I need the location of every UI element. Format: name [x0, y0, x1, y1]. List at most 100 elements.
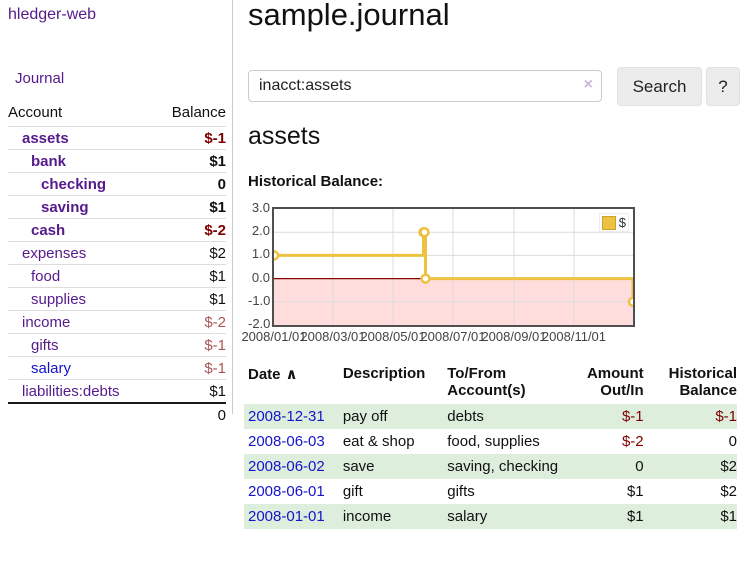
account-name-cell: food — [8, 265, 155, 288]
accounts-table: Account Balance assets $-1 bank $1 checking 0… — [8, 101, 226, 427]
y-axis-tick-label: 1.0 — [251, 246, 270, 262]
sidebar-account-link[interactable]: food — [31, 267, 61, 285]
register-column-header[interactable]: Historical Balance — [644, 363, 737, 404]
register-row: 2008-06-03 eat & shop food, supplies $-2 0 — [244, 429, 737, 454]
register-description-cell: income — [342, 508, 392, 525]
sort-ascending-icon: ∧ — [285, 366, 298, 383]
register-accounts-cell: debts — [447, 408, 484, 425]
y-axis-tick-label: 3.0 — [251, 200, 270, 215]
chart-legend: $ — [598, 213, 629, 232]
y-axis-tick-label: -1.0 — [248, 292, 271, 308]
register-column-header[interactable]: Date ∧ — [244, 363, 343, 404]
register-balance-cell: $-1 — [715, 408, 737, 425]
register-column-label: To/From Account(s) — [447, 365, 526, 399]
sidebar-account-link[interactable]: bank — [31, 152, 67, 170]
register-column-header[interactable]: Amount Out/In — [564, 363, 644, 404]
register-date-link[interactable]: 2008-06-01 — [248, 483, 325, 500]
account-balance: $-1 — [204, 129, 226, 147]
sidebar-account-link[interactable]: expenses — [22, 244, 87, 262]
account-row: supplies $1 — [8, 287, 226, 311]
account-row: bank $1 — [8, 149, 226, 173]
account-heading: assets — [248, 122, 321, 150]
accounts-header-account: Account — [8, 104, 63, 121]
brand-link[interactable]: hledger-web — [8, 6, 97, 23]
sidebar-account-link[interactable]: checking — [41, 175, 107, 193]
account-balance: 0 — [217, 175, 226, 193]
account-balance: $1 — [209, 382, 226, 400]
account-balance: $2 — [209, 244, 226, 262]
legend-swatch-icon — [601, 215, 616, 230]
register-balance-cell: $1 — [720, 508, 737, 525]
search-button[interactable]: Search — [617, 67, 702, 106]
register-date-cell: 2008-06-02 — [244, 454, 343, 479]
register-accounts-cell: food, supplies — [447, 433, 540, 450]
register-column-label: Amount Out/In — [586, 365, 644, 399]
x-axis-tick-label: 2008/01/01 — [241, 329, 307, 344]
register-date-link[interactable]: 2008-12-31 — [248, 408, 325, 425]
register-date-cell: 2008-01-01 — [244, 504, 343, 529]
sidebar-account-link[interactable]: liabilities:debts — [22, 382, 120, 400]
register-date-link[interactable]: 2008-06-02 — [248, 458, 325, 475]
account-balance: $1 — [209, 267, 226, 285]
register-column-header[interactable]: To/From Account(s) — [447, 363, 564, 404]
register-column-label: Date — [248, 366, 281, 383]
search-input[interactable] — [259, 71, 569, 101]
register-description-cell: save — [342, 458, 375, 475]
sidebar-account-link[interactable]: income — [22, 313, 71, 331]
sidebar-account-link[interactable]: supplies — [31, 290, 87, 308]
account-row: liabilities:debts $1 — [8, 379, 226, 404]
clear-search-icon[interactable]: × — [583, 76, 593, 93]
sidebar-account-link[interactable]: assets — [22, 129, 69, 147]
account-row: expenses $2 — [8, 241, 226, 265]
account-row: income $-2 — [8, 310, 226, 334]
account-row: assets $-1 — [8, 126, 226, 150]
historical-balance-chart: $ — [272, 207, 635, 327]
account-row: cash $-2 — [8, 218, 226, 242]
account-name-cell: assets — [8, 127, 155, 150]
accounts-table-header-row: Account Balance — [8, 101, 226, 127]
sidebar-divider — [232, 0, 233, 414]
page-title: sample.journal — [248, 0, 450, 32]
register-date-link[interactable]: 2008-01-01 — [248, 508, 325, 525]
y-axis-tick-label: 2.0 — [251, 223, 270, 239]
account-name-cell: cash — [8, 219, 155, 242]
sidebar-item-journal[interactable]: Journal — [15, 70, 65, 87]
sidebar-account-link[interactable]: saving — [41, 198, 89, 216]
account-balance: $1 — [209, 290, 226, 308]
accounts-total-value: 0 — [217, 407, 226, 424]
register-description-cell: eat & shop — [342, 433, 415, 450]
register-balance-cell: $2 — [720, 458, 737, 475]
register-date-cell: 2008-12-31 — [244, 404, 343, 429]
register-accounts-cell: gifts — [447, 483, 475, 500]
register-date-link[interactable]: 2008-06-03 — [248, 433, 325, 450]
account-name-cell: expenses — [8, 242, 155, 265]
register-column-header[interactable]: Description — [343, 363, 447, 404]
account-balance: $-1 — [204, 336, 226, 354]
x-axis-tick-label: 2008/05/01 — [360, 329, 426, 344]
account-name-cell: checking — [8, 173, 155, 196]
register-amount-cell: $1 — [626, 483, 644, 500]
account-balance: $1 — [209, 198, 226, 216]
help-button[interactable]: ? — [706, 67, 740, 106]
register-table: Date ∧ Description To/From Account(s) Amount… — [244, 363, 737, 529]
x-axis-tick-label: 2008/11/01 — [541, 329, 607, 344]
register-description-cell: pay off — [342, 408, 388, 425]
search-box: × — [248, 70, 602, 102]
register-amount-cell: $-2 — [621, 433, 644, 450]
accounts-header-balance: Balance — [171, 104, 226, 121]
legend-label: $ — [618, 215, 626, 230]
register-row: 2008-06-01 gift gifts $1 $2 — [244, 479, 737, 504]
sidebar-account-link[interactable]: salary — [31, 359, 72, 377]
register-header-row: Date ∧ Description To/From Account(s) Amount… — [244, 363, 737, 404]
chart-canvas — [274, 209, 633, 325]
account-name-cell: income — [8, 311, 155, 334]
account-row: gifts $-1 — [8, 333, 226, 357]
y-axis-tick-label: -2.0 — [248, 316, 271, 331]
sidebar-account-link[interactable]: cash — [31, 221, 66, 239]
register-row: 2008-01-01 income salary $1 $1 — [244, 504, 737, 529]
account-name-cell: liabilities:debts — [8, 380, 155, 404]
account-row: food $1 — [8, 264, 226, 288]
sidebar-account-link[interactable]: gifts — [31, 336, 59, 354]
account-name-cell: bank — [8, 150, 155, 173]
register-column-label: Description — [342, 365, 426, 382]
